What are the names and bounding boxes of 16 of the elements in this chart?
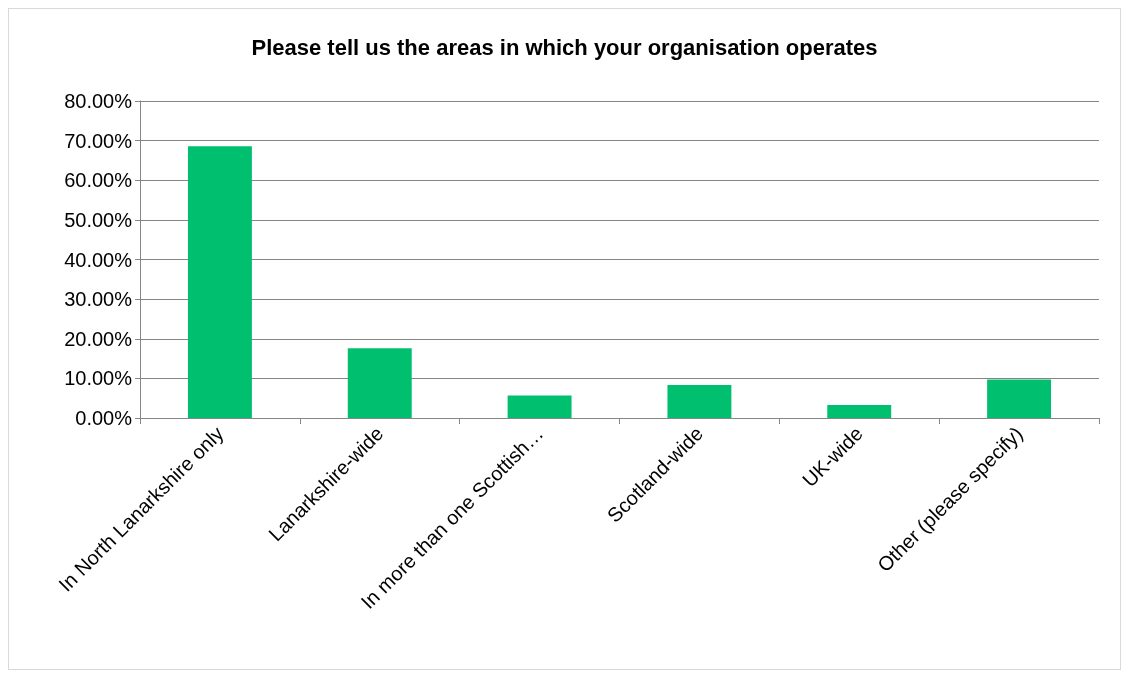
y-tick-label: 20.00%	[64, 327, 133, 350]
bar	[187, 146, 252, 418]
y-tick-label: 40.00%	[64, 248, 133, 271]
bar	[507, 395, 572, 418]
bar	[987, 379, 1052, 418]
y-tick-label: 60.00%	[64, 169, 133, 192]
y-tick-label: 0.00%	[75, 407, 133, 429]
y-tick-label: 50.00%	[64, 208, 133, 231]
bar	[347, 348, 412, 418]
bar	[667, 385, 732, 418]
y-tick-label: 30.00%	[64, 288, 133, 311]
bar	[827, 404, 892, 418]
y-tick-label: 80.00%	[64, 90, 133, 112]
chart-title: Please tell us the areas in which your organisation operates	[251, 34, 878, 60]
y-tick-label: 70.00%	[64, 129, 133, 152]
y-tick-label: 10.00%	[64, 367, 133, 390]
